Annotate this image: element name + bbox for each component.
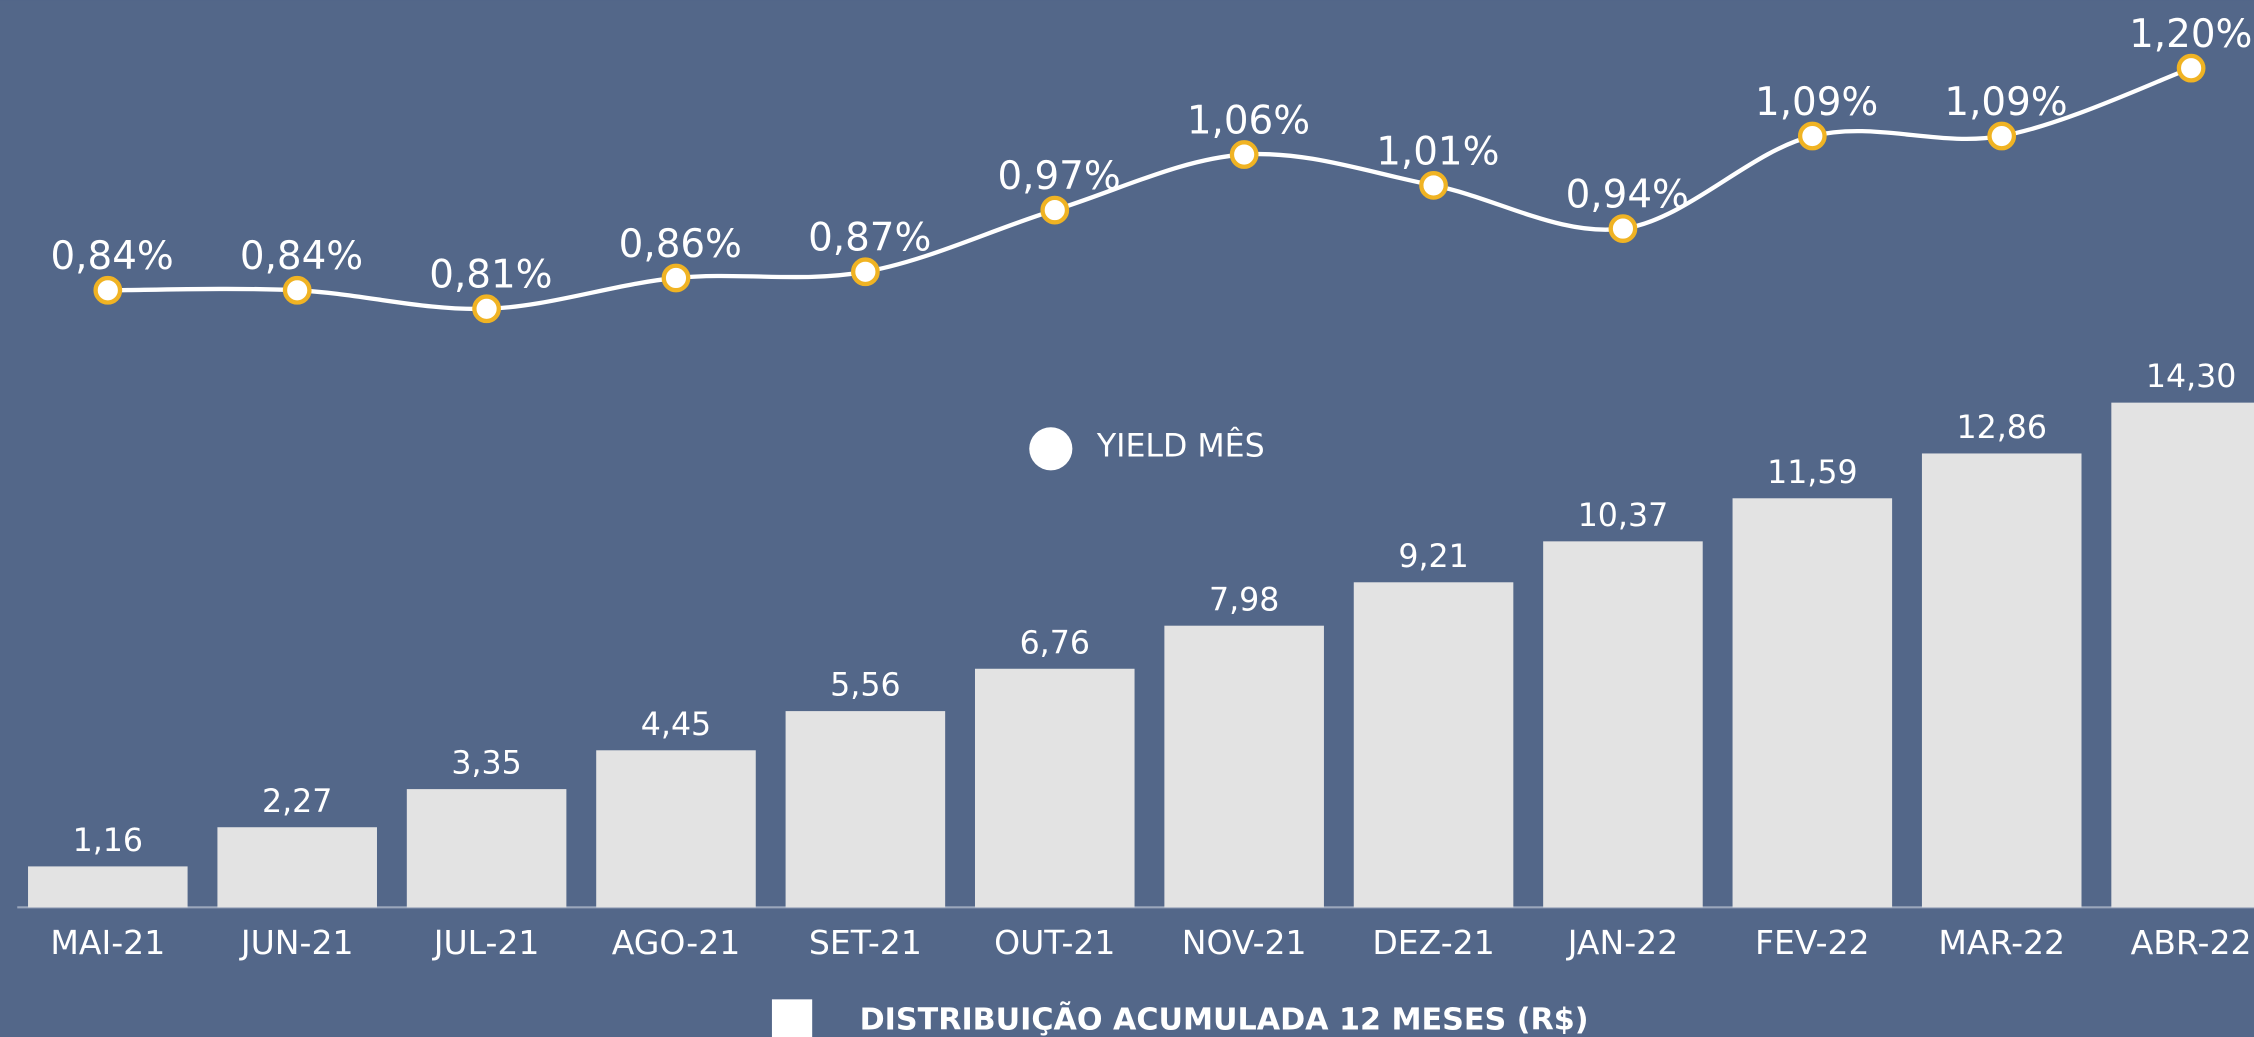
- data-label: 1,01%: [1376, 129, 1499, 174]
- data-label: 14,30: [2146, 359, 2237, 395]
- bar: [596, 750, 756, 908]
- marker: [93, 275, 123, 305]
- bar: [2111, 402, 2254, 908]
- x-tick-label: JUN-21: [239, 923, 354, 962]
- x-tick-label: AGO-21: [612, 923, 741, 962]
- bar: [1543, 541, 1703, 908]
- x-tick-label: FEV-22: [1755, 923, 1870, 962]
- x-tick-label: MAI-21: [50, 923, 165, 962]
- bar: [406, 789, 567, 908]
- marker: [1987, 121, 2017, 151]
- x-tick-label: ABR-22: [2131, 923, 2252, 962]
- data-label: 7,98: [1209, 582, 1279, 618]
- x-tick-label: SET-21: [809, 923, 922, 962]
- marker: [1797, 121, 1827, 151]
- legend-swatch: [1029, 427, 1073, 471]
- marker: [851, 257, 880, 287]
- data-label: 1,06%: [1187, 98, 1310, 143]
- bar: [974, 668, 1135, 908]
- x-tick-label: MAR-22: [1938, 923, 2065, 962]
- data-label: 11,59: [1767, 455, 1858, 491]
- bar: [1921, 453, 2082, 908]
- data-label: 0,94%: [1566, 172, 1689, 217]
- x-tick-label: JUL-21: [432, 923, 540, 962]
- bar: [785, 711, 946, 908]
- bar: [1164, 625, 1324, 908]
- marker: [472, 294, 501, 324]
- data-label: 0,87%: [808, 216, 931, 261]
- x-tick-label: NOV-21: [1182, 923, 1307, 962]
- legend-swatch: [771, 999, 813, 1037]
- data-label: 0,84%: [51, 234, 174, 279]
- data-label: 10,37: [1578, 498, 1669, 534]
- x-tick-label: OUT-21: [994, 923, 1115, 962]
- data-label: 1,09%: [1755, 80, 1878, 125]
- data-label: 1,16: [73, 823, 143, 859]
- bar: [1353, 582, 1514, 908]
- data-label: 6,76: [1020, 625, 1090, 661]
- bar: [28, 866, 188, 908]
- data-label: 1,09%: [1944, 80, 2067, 125]
- data-label: 0,81%: [429, 253, 552, 298]
- legend-label: DISTRIBUIÇÃO ACUMULADA 12 MESES (R$): [860, 1000, 1589, 1037]
- data-label: 12,86: [1956, 410, 2047, 446]
- marker: [1608, 214, 1638, 243]
- data-label: 0,84%: [240, 234, 363, 279]
- legend-label: YIELD MÊS: [1096, 426, 1265, 464]
- data-label: 4,45: [641, 707, 711, 743]
- marker: [1040, 195, 1070, 225]
- data-label: 3,35: [451, 746, 521, 782]
- data-label: 0,86%: [619, 222, 742, 267]
- marker: [282, 275, 312, 305]
- marker: [1419, 171, 1448, 200]
- data-label: 5,56: [830, 668, 900, 704]
- data-label: 0,97%: [997, 154, 1120, 199]
- marker: [1229, 140, 1259, 169]
- bar: [217, 827, 377, 908]
- x-tick-label: JAN-22: [1566, 923, 1678, 962]
- bar: [1732, 498, 1893, 908]
- marker: [2176, 53, 2206, 83]
- data-label: 2,27: [262, 784, 332, 820]
- x-tick-label: DEZ-21: [1372, 923, 1494, 962]
- data-label: 1,20%: [2129, 12, 2252, 57]
- data-label: 9,21: [1398, 539, 1468, 575]
- marker: [661, 263, 691, 293]
